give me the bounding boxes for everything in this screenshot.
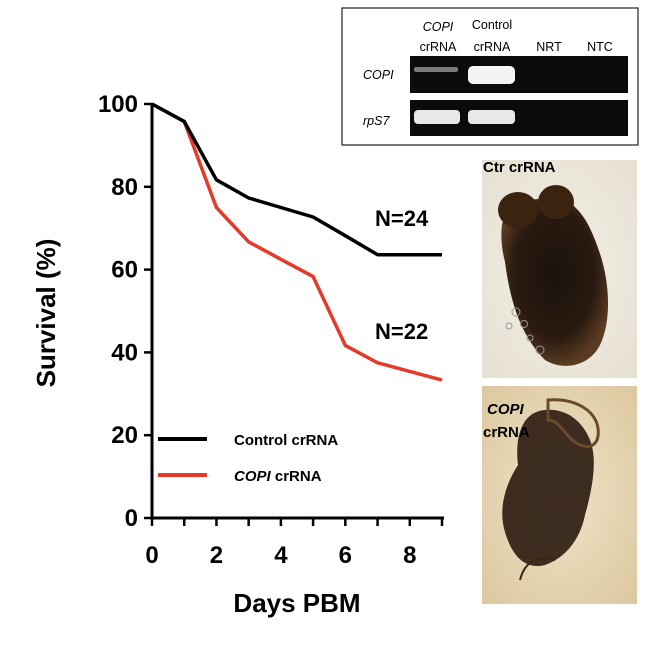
photo-ctr-label: Ctr crRNA xyxy=(483,159,556,176)
lane2-header-line1: Control xyxy=(472,18,512,32)
lane3-header: NRT xyxy=(536,40,562,54)
photo-ctr-bubble xyxy=(511,307,521,317)
y-tick-label: 20 xyxy=(111,422,138,449)
x-axis-label: Days PBM xyxy=(233,588,360,618)
survival-plot: 0 20 40 60 80 100 0 2 4 6 8 N=24 N=22 Days PBM Su… xyxy=(31,91,444,618)
band-rps7-lane1 xyxy=(414,110,460,124)
legend-label-copi-suffix: crRNA xyxy=(271,468,322,485)
photo-ctr-lobe-right xyxy=(538,185,574,219)
series-line-copi xyxy=(151,102,443,382)
y-ticks: 0 20 40 60 80 100 xyxy=(98,91,152,532)
photo-ctr-lobe-left xyxy=(498,192,538,228)
photo-ctr-bubble xyxy=(526,334,534,342)
y-tick-label: 60 xyxy=(111,257,138,284)
photo-ctr-bubble xyxy=(505,322,513,330)
legend: Control crRNA COPI crRNA xyxy=(158,432,338,485)
lane1-header-line2: crRNA xyxy=(420,40,457,54)
photo-copi-tissue xyxy=(546,398,600,448)
legend-label-control: Control crRNA xyxy=(234,432,338,449)
photo-ctr: Ctr crRNA xyxy=(482,159,637,378)
x-tick-label: 0 xyxy=(145,542,158,569)
legend-label-copi: COPI crRNA xyxy=(234,468,322,485)
y-tick-label: 40 xyxy=(111,339,138,366)
photo-ctr-bubble xyxy=(520,320,528,328)
photo-copi-label-line2: crRNA xyxy=(483,424,530,441)
gel-strip-copi xyxy=(410,56,628,93)
photo-copi-label-line1: COPI xyxy=(487,401,525,418)
y-tick-label: 0 xyxy=(125,505,138,532)
n-label-control: N=24 xyxy=(375,206,429,231)
x-tick-label: 6 xyxy=(339,542,352,569)
x-tick-label: 2 xyxy=(210,542,223,569)
series-layer xyxy=(151,102,443,382)
y-tick-label: 100 xyxy=(98,91,138,118)
lane4-header: NTC xyxy=(587,40,613,54)
y-axis-label: Survival (%) xyxy=(31,239,61,388)
row-label-rps7: rpS7 xyxy=(363,114,390,128)
gel-inset: COPI crRNA Control crRNA NRT NTC COPI rp… xyxy=(341,7,639,146)
photo-copi-tissue-fold xyxy=(519,557,556,581)
band-copi-lane2 xyxy=(468,66,515,84)
row-label-copi: COPI xyxy=(363,68,394,82)
y-tick-label: 80 xyxy=(111,174,138,201)
lane2-header-line2: crRNA xyxy=(474,40,511,54)
legend-label-copi-gene: COPI xyxy=(234,468,272,485)
x-tick-label: 8 xyxy=(403,542,416,569)
photo-copi-gut xyxy=(502,409,594,567)
photo-ctr-gut xyxy=(501,198,609,366)
photo-copi: COPI crRNA xyxy=(482,386,637,604)
lane1-header-line1: COPI xyxy=(423,20,454,34)
x-tick-label: 4 xyxy=(274,542,288,569)
band-copi-lane1 xyxy=(414,67,458,72)
band-rps7-lane2 xyxy=(468,110,515,124)
photo-ctr-bubble xyxy=(535,345,545,355)
x-ticks: 0 2 4 6 8 xyxy=(145,518,444,569)
series-line-control xyxy=(151,102,442,257)
n-label-copi: N=22 xyxy=(375,319,428,344)
